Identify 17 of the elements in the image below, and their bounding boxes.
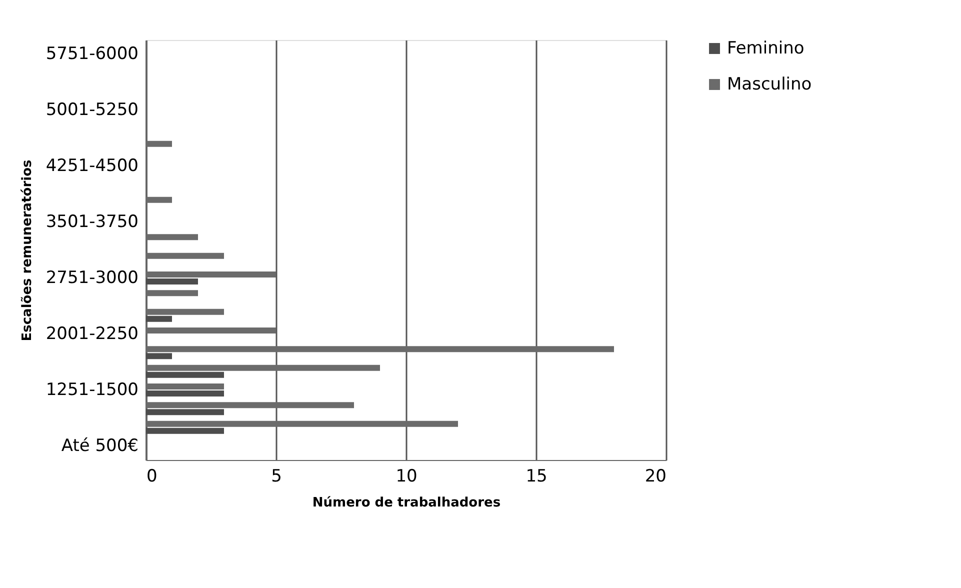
x-tick-label: 10 [396,466,418,486]
x-tick-label: 20 [644,466,666,486]
y-tick-label: 4251-4500 [46,156,138,176]
x-tick-label: 0 [146,466,158,486]
legend-label: Feminino [727,38,804,58]
y-tick-label: Até 500€ [61,436,138,456]
y-tick-label: 1251-1500 [46,380,138,400]
y-tick-label: 2751-3000 [46,268,138,288]
y-tick-label: 5001-5250 [46,100,138,120]
y-tick-label: 3501-3750 [46,212,138,232]
legend-label: Masculino [727,74,812,94]
x-axis-title: Número de trabalhadores [312,496,501,510]
y-tick-label: 2001-2250 [46,324,138,344]
y-axis-title: Escalões remuneratórios [20,159,35,342]
x-tick-label: 5 [271,466,282,486]
x-tick-label: 15 [526,466,548,486]
y-tick-label: 5751-6000 [46,44,138,64]
